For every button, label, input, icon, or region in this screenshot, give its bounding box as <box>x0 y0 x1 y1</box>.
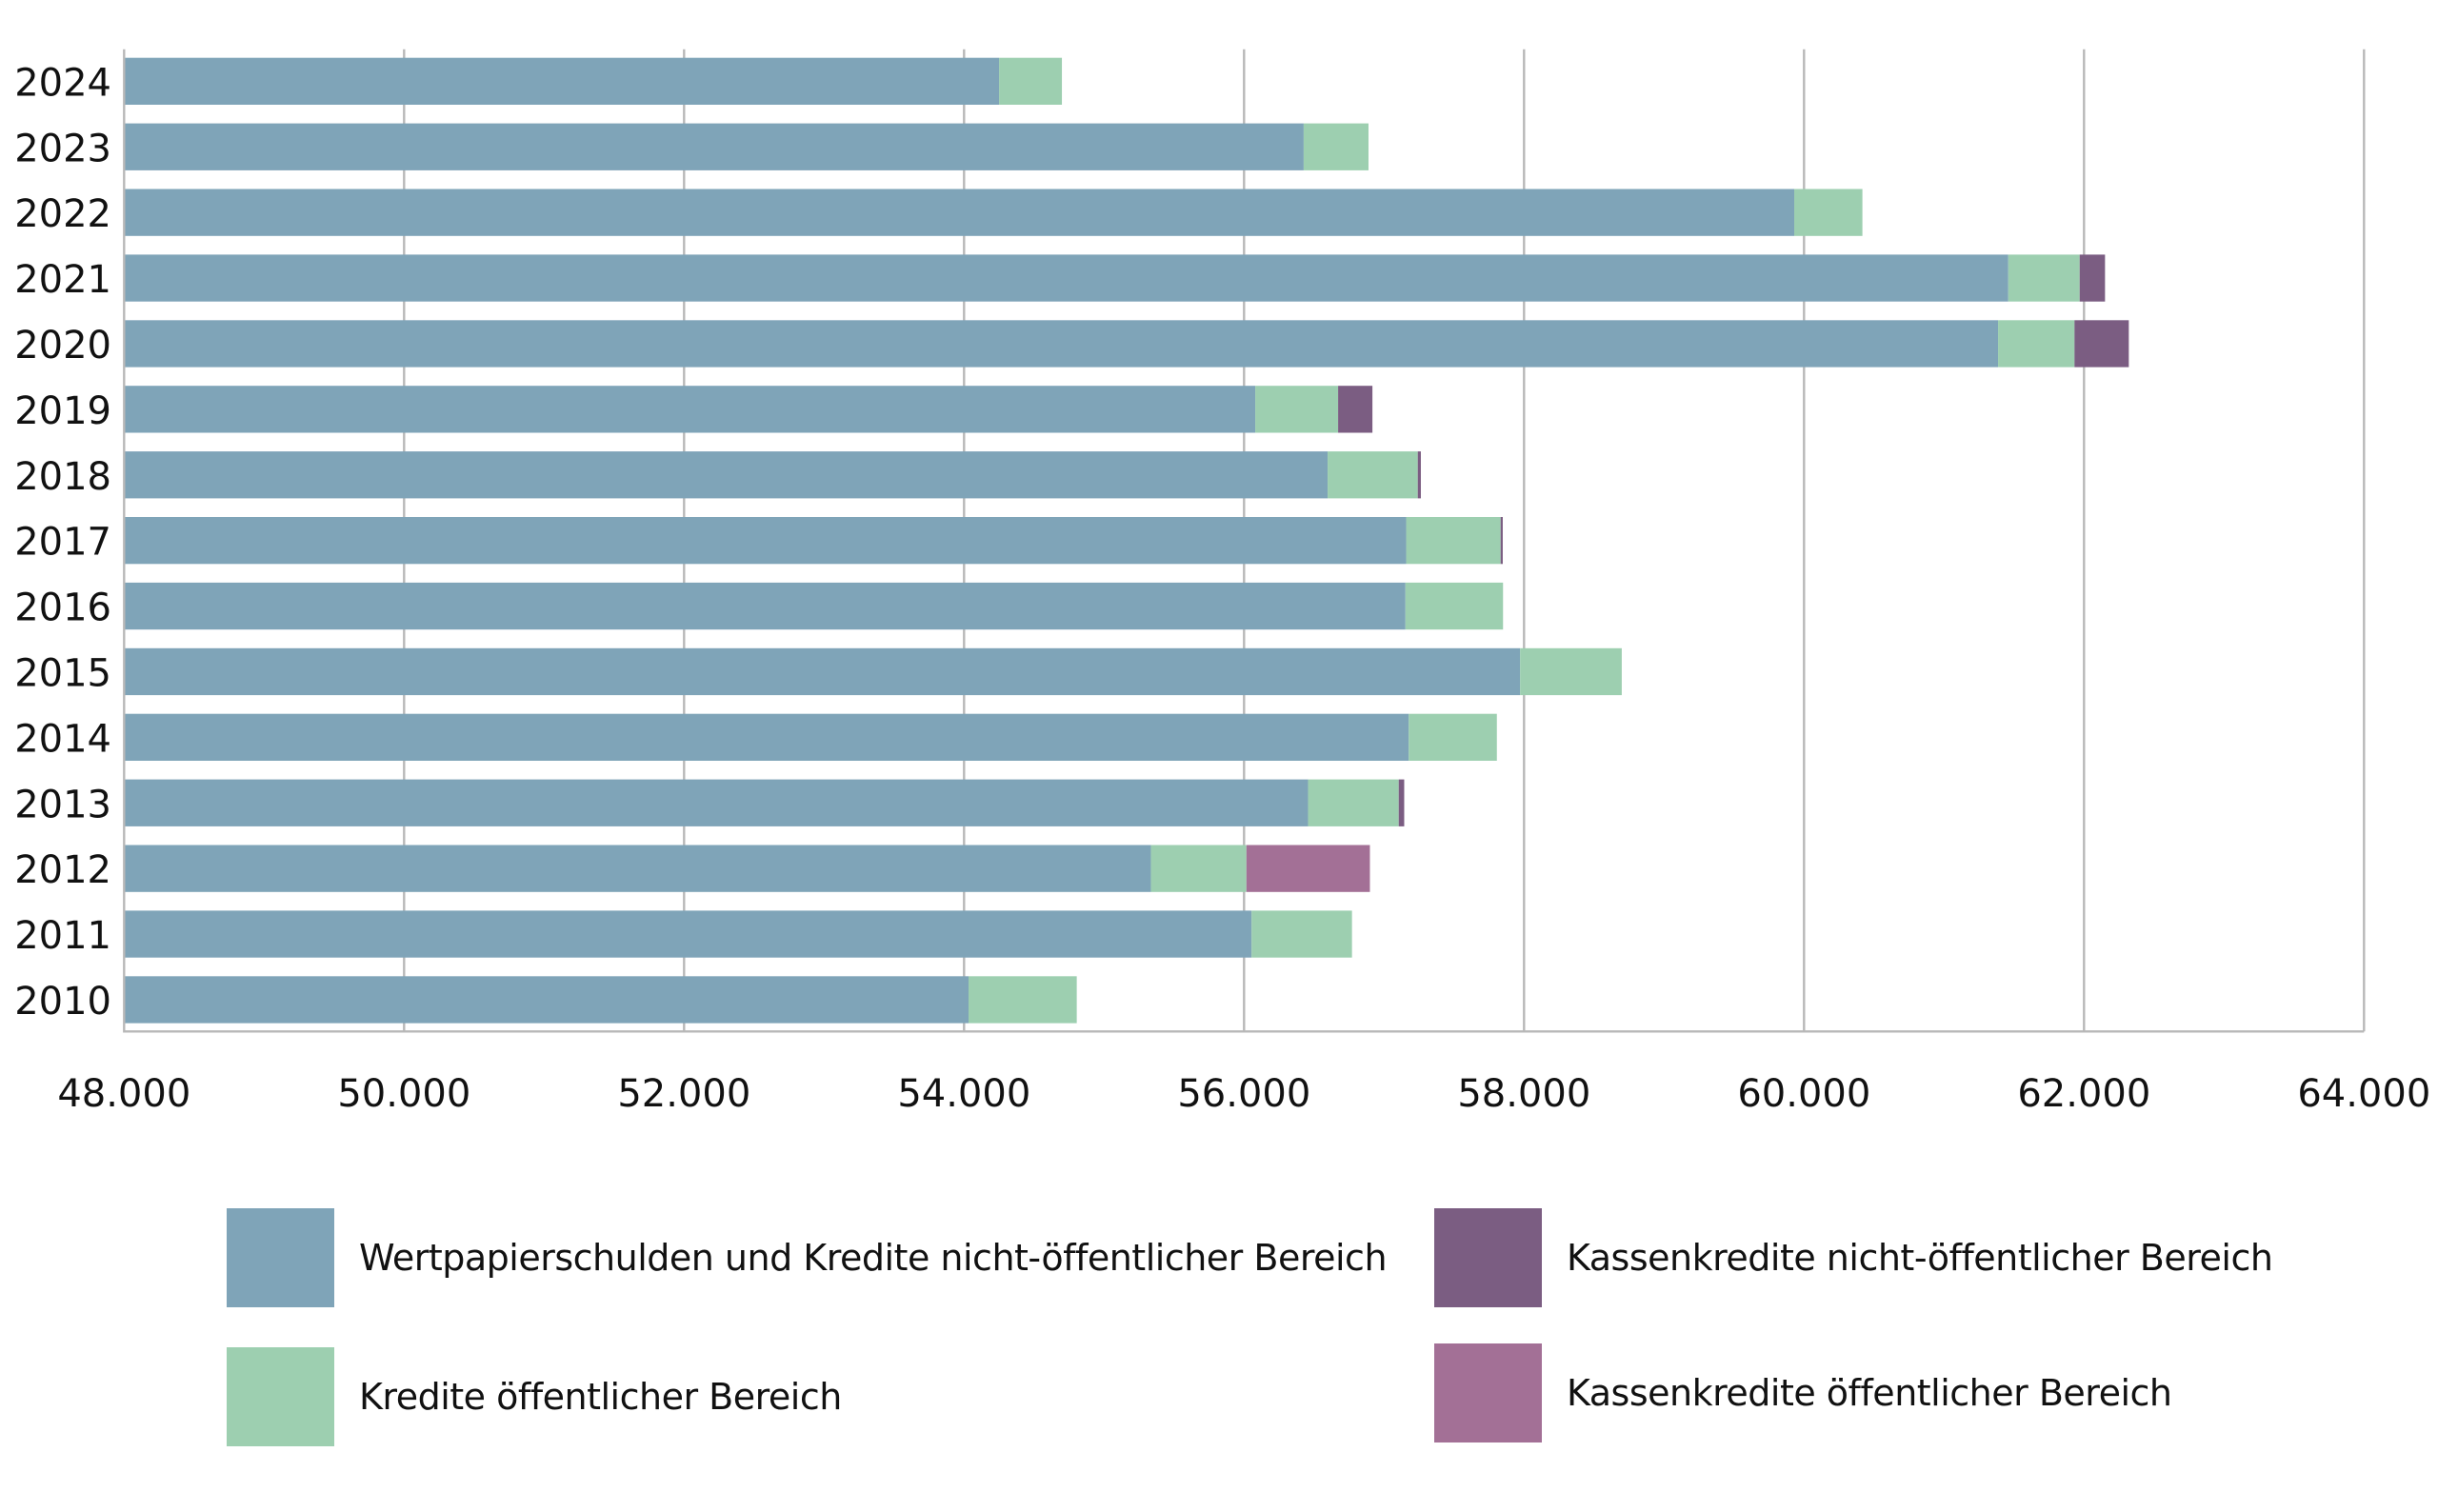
x-tick-label: 58.000 <box>1457 1072 1590 1116</box>
bar-segment-2017-series-1 <box>124 517 1407 565</box>
bar-segment-2019-series-2 <box>1255 386 1339 433</box>
bar-segment-2013-series-3 <box>1398 779 1405 826</box>
x-tick-label: 54.000 <box>897 1072 1030 1116</box>
y-category-label: 2010 <box>14 980 111 1024</box>
bar-segment-2024-series-2 <box>999 57 1063 105</box>
y-category-label: 2015 <box>14 651 111 695</box>
y-category-label: 2016 <box>14 587 111 630</box>
x-axis-labels: 48.000 50.000 52.000 54.000 56.000 58.000 60.0… <box>57 1072 2430 1116</box>
bar-segment-2020-series-1 <box>124 320 1999 368</box>
bar-segment-2020-series-2 <box>1998 320 2075 368</box>
bar-segment-2016-series-2 <box>1405 582 1504 630</box>
bar-segment-2014-series-1 <box>124 713 1409 761</box>
bar-segment-2018-series-3 <box>1417 451 1421 499</box>
y-category-label: 2021 <box>14 258 111 302</box>
y-category-label: 2018 <box>14 455 111 499</box>
bar-segment-2020-series-3 <box>2074 320 2129 368</box>
legend-swatch-kassenkredite-oeffentlich <box>1434 1343 1542 1442</box>
bar-segment-2019-series-1 <box>124 386 1256 433</box>
legend-label: Kassenkredite nicht-öffentlicher Bereich <box>1567 1237 2273 1279</box>
bar-segment-2023-series-2 <box>1303 123 1369 170</box>
bar-segment-2021-series-3 <box>2079 254 2106 302</box>
bar-segment-2015-series-1 <box>124 647 1521 696</box>
legend-label: Kassenkredite öffentlicher Bereich <box>1567 1372 2172 1414</box>
x-tick-label: 64.000 <box>2297 1072 2430 1116</box>
bar-segment-2015-series-2 <box>1520 647 1622 696</box>
legend-item-kassenkredite-oeffentlich: Kassenkredite öffentlicher Bereich <box>1434 1343 2172 1442</box>
bar-segment-2022-series-2 <box>1794 189 1863 236</box>
bar-segment-2017-series-2 <box>1406 517 1501 565</box>
bar-segment-2013-series-2 <box>1308 779 1399 826</box>
bar-segment-2016-series-1 <box>124 582 1406 630</box>
bar-segment-2018-series-2 <box>1328 451 1418 499</box>
y-category-label: 2020 <box>14 324 111 368</box>
y-category-label: 2013 <box>14 783 111 826</box>
bar-segment-2010-series-2 <box>969 976 1077 1024</box>
x-tick-label: 52.000 <box>617 1072 750 1116</box>
y-axis-labels: 2024 2023 2022 2021 2020 2019 2018 2017 2016 2015… <box>14 61 111 1024</box>
legend-swatch-wertpapierschulden <box>227 1208 334 1307</box>
bar-segment-2019-series-3 <box>1338 386 1373 433</box>
bar-segment-2010-series-1 <box>124 976 969 1024</box>
y-category-label: 2024 <box>14 61 111 105</box>
legend-item-wertpapierschulden: Wertpapierschulden und Kredite nicht-öff… <box>227 1208 1388 1307</box>
legend-item-kassenkredite-nicht-oeffentlich: Kassenkredite nicht-öffentlicher Bereich <box>1434 1208 2273 1307</box>
bar-segment-2018-series-1 <box>124 451 1329 499</box>
bars <box>124 57 2129 1024</box>
bar-segment-2017-series-3 <box>1500 517 1503 565</box>
x-tick-label: 50.000 <box>337 1072 470 1116</box>
bar-segment-2012-series-2 <box>1150 845 1247 892</box>
y-category-label: 2022 <box>14 192 111 236</box>
bar-segment-2021-series-1 <box>124 254 2008 302</box>
bar-segment-2014-series-2 <box>1409 713 1497 761</box>
y-category-label: 2023 <box>14 127 111 170</box>
legend-label: Wertpapierschulden und Kredite nicht-öff… <box>359 1237 1388 1279</box>
bar-segment-2013-series-1 <box>124 779 1309 826</box>
x-tick-label: 62.000 <box>2017 1072 2150 1116</box>
bar-segment-2011-series-2 <box>1251 910 1352 958</box>
y-category-label: 2012 <box>14 848 111 892</box>
bar-segment-2023-series-1 <box>124 123 1304 170</box>
legend-swatch-kassenkredite-nicht-oeffentlich <box>1434 1208 1542 1307</box>
bar-segment-2022-series-1 <box>124 189 1795 236</box>
legend-label: Kredite öffentlicher Bereich <box>359 1376 842 1418</box>
x-tick-label: 60.000 <box>1737 1072 1870 1116</box>
bar-segment-2024-series-1 <box>124 57 1000 105</box>
plot-axis <box>123 49 2365 1033</box>
bar-segment-2012-series-4 <box>1246 845 1370 892</box>
y-category-label: 2017 <box>14 521 111 565</box>
y-category-label: 2011 <box>14 914 111 958</box>
bar-segment-2011-series-1 <box>124 910 1252 958</box>
y-category-label: 2014 <box>14 717 111 761</box>
bar-segment-2021-series-2 <box>2008 254 2080 302</box>
legend-swatch-kredite-oeffentlich <box>227 1347 334 1446</box>
legend-item-kredite-oeffentlich: Kredite öffentlicher Bereich <box>227 1347 842 1446</box>
bar-segment-2012-series-1 <box>124 845 1151 892</box>
x-tick-label: 48.000 <box>57 1072 190 1116</box>
x-tick-label: 56.000 <box>1177 1072 1310 1116</box>
y-category-label: 2019 <box>14 389 111 433</box>
